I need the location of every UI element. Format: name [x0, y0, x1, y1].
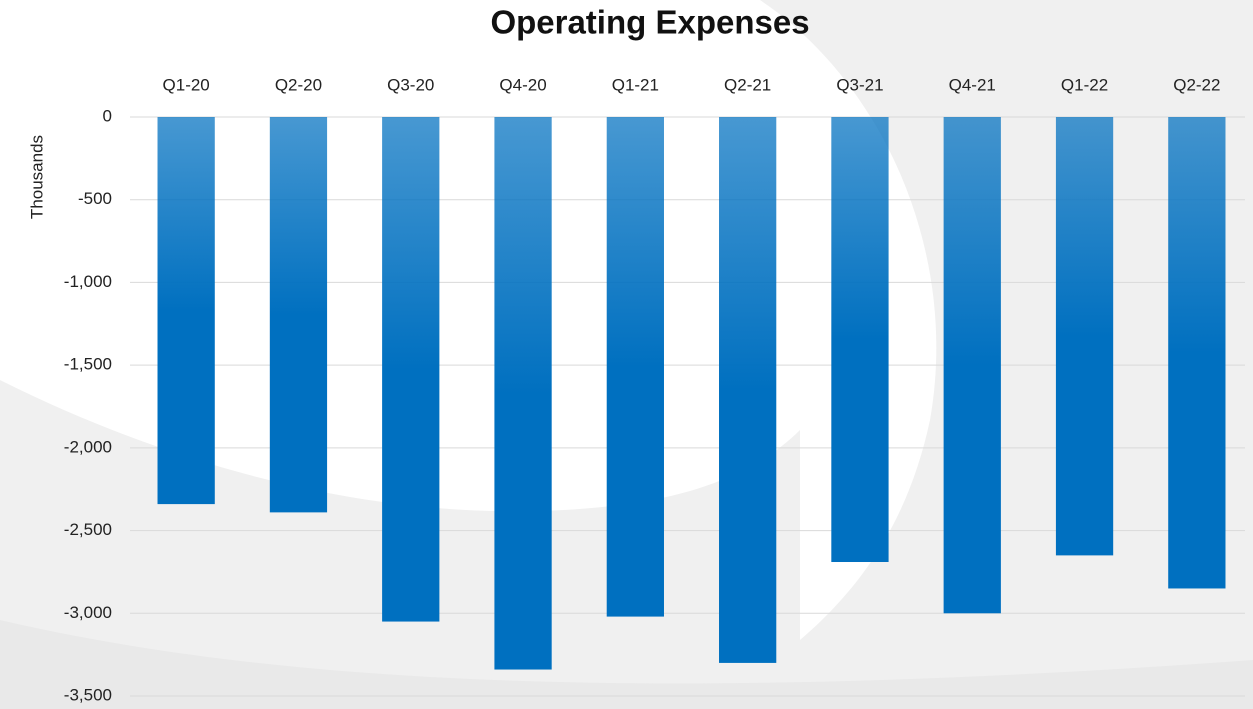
x-tick-label: Q1-20: [163, 75, 210, 94]
y-tick-label: -1,500: [64, 355, 112, 374]
bar: [831, 117, 889, 563]
bar: [1055, 117, 1114, 556]
x-tick-label: Q2-20: [275, 75, 322, 94]
chart-title: Operating Expenses: [490, 4, 809, 41]
y-tick-label: 0: [103, 106, 112, 125]
x-tick-label: Q2-21: [724, 75, 771, 94]
x-tick-label: Q1-21: [612, 75, 659, 94]
bar: [1168, 117, 1226, 589]
x-tick-label: Q3-20: [387, 75, 434, 94]
bar: [943, 117, 1001, 614]
x-tick-label: Q2-22: [1173, 75, 1220, 94]
x-tick-label: Q3-21: [836, 75, 883, 94]
bar: [719, 117, 777, 663]
y-tick-label: -1,000: [64, 272, 112, 291]
x-tick-label: Q4-20: [499, 75, 546, 94]
y-axis-label: Thousands: [27, 135, 46, 219]
y-tick-label: -3,000: [64, 603, 112, 622]
bar: [157, 117, 215, 505]
bar: [494, 117, 552, 670]
x-tick-label: Q4-21: [949, 75, 996, 94]
y-tick-label: -500: [78, 189, 112, 208]
y-tick-label: -3,500: [64, 685, 112, 704]
bar: [269, 117, 328, 513]
bar: [606, 117, 664, 617]
bar: [382, 117, 440, 622]
y-tick-label: -2,000: [64, 437, 112, 456]
background-shape: [0, 620, 1253, 709]
y-tick-label: -2,500: [64, 520, 112, 539]
x-tick-label: Q1-22: [1061, 75, 1108, 94]
